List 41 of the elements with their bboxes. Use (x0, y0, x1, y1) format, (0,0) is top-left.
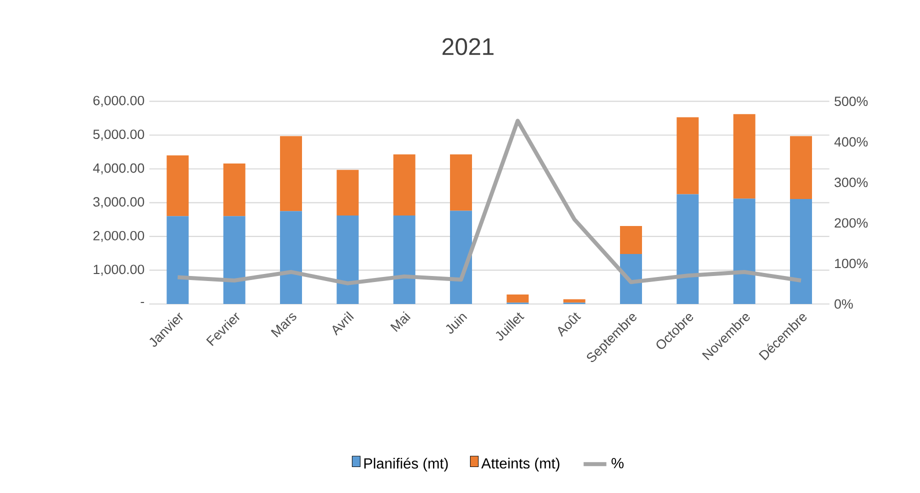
y-tick-label: 5,000.00 (93, 129, 144, 140)
y-tick-label: - (140, 302, 144, 303)
bar (223, 163, 246, 216)
y2-tick-label: 300% (834, 178, 868, 187)
y2-tick-label: 100% (835, 258, 868, 268)
bar (393, 154, 416, 216)
y-tick-label: 2,000.00 (93, 230, 144, 242)
y-tick-label: 6,000.00 (93, 96, 144, 107)
legend-label: Planifiés (mt) (364, 458, 448, 472)
bar (506, 294, 529, 302)
bar (733, 114, 756, 198)
bar (280, 210, 302, 304)
y2-tick-label: 400% (834, 137, 868, 146)
y2-tick-label: 0% (834, 299, 853, 309)
x-tick-label: Mai (390, 311, 411, 332)
legend-label: Atteints (mt) (481, 458, 560, 472)
bar (733, 198, 756, 304)
bar (336, 215, 359, 304)
bar (450, 210, 472, 304)
bar (620, 226, 642, 254)
bar (336, 170, 359, 216)
bar (620, 254, 642, 304)
bar (393, 215, 416, 304)
bar (676, 117, 699, 194)
line-series (176, 118, 804, 286)
bar (280, 136, 302, 211)
bar (166, 216, 189, 304)
bar (790, 136, 812, 199)
chart-title: 2021 (442, 38, 494, 55)
x-tick-label: Juin (446, 314, 468, 334)
bar (223, 216, 246, 304)
y2-tick-label: 200% (834, 218, 868, 228)
bar (450, 154, 472, 211)
bar (676, 194, 699, 304)
y-tick-label: 4,000.00 (93, 163, 144, 174)
legend-label: % (612, 458, 624, 468)
y-tick-label: 1,000.00 (94, 264, 144, 276)
bar (790, 198, 812, 304)
y-tick-label: 3,000.00 (93, 197, 144, 208)
bar (166, 155, 189, 216)
y2-tick-label: 500% (834, 96, 868, 106)
